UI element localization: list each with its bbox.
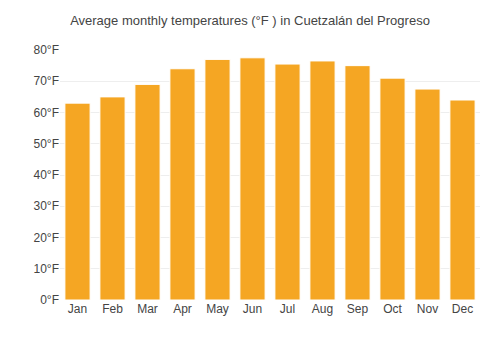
svg-text:Aug: Aug (312, 302, 333, 316)
svg-text:Sep: Sep (347, 302, 369, 316)
svg-text:Jan: Jan (68, 302, 87, 316)
svg-text:Mar: Mar (137, 302, 158, 316)
svg-text:10°F: 10°F (34, 262, 59, 276)
svg-text:70°F: 70°F (34, 74, 59, 88)
svg-text:Oct: Oct (383, 302, 402, 316)
svg-text:40°F: 40°F (34, 168, 59, 182)
svg-text:Nov: Nov (417, 302, 438, 316)
svg-text:Average monthly temperatures (: Average monthly temperatures (°F ) in Cu… (70, 13, 430, 28)
svg-text:Jun: Jun (243, 302, 262, 316)
svg-text:May: May (206, 302, 229, 316)
svg-text:Jul: Jul (280, 302, 295, 316)
svg-text:30°F: 30°F (34, 199, 59, 213)
svg-text:60°F: 60°F (34, 106, 59, 120)
svg-text:0°F: 0°F (40, 293, 59, 307)
svg-text:Dec: Dec (452, 302, 473, 316)
svg-text:Feb: Feb (102, 302, 123, 316)
svg-text:20°F: 20°F (34, 231, 59, 245)
svg-text:Apr: Apr (173, 302, 192, 316)
svg-text:50°F: 50°F (34, 137, 59, 151)
svg-text:80°F: 80°F (34, 43, 59, 57)
